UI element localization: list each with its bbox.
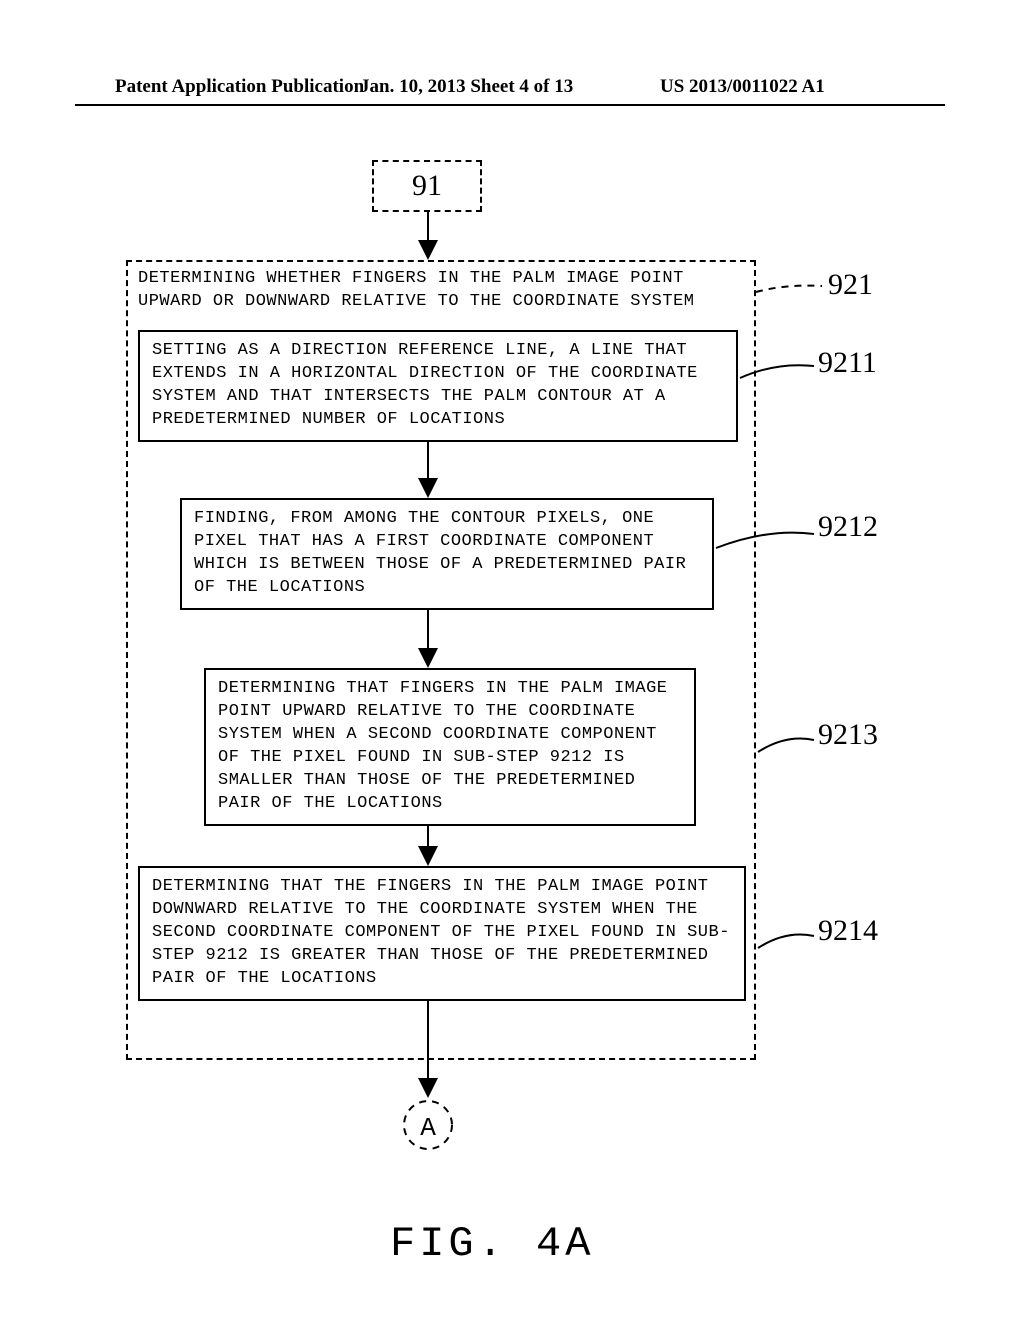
ref-9212: 9212: [818, 510, 878, 544]
node-9212: FINDING, FROM AMONG THE CONTOUR PIXELS, …: [180, 498, 714, 610]
node-91: 91: [372, 160, 482, 212]
header-center: Jan. 10, 2013 Sheet 4 of 13: [360, 76, 573, 98]
ref-9214: 9214: [818, 914, 878, 948]
node-9213: DETERMINING THAT FINGERS IN THE PALM IMA…: [204, 668, 696, 826]
node-9214: DETERMINING THAT THE FINGERS IN THE PALM…: [138, 866, 746, 1001]
node-9211: SETTING AS A DIRECTION REFERENCE LINE, A…: [138, 330, 738, 442]
flowchart: A 91 DETERMINING WHETHER FINGERS IN THE …: [98, 160, 928, 1190]
ref-9213: 9213: [818, 718, 878, 752]
ref-921: 921: [828, 268, 873, 302]
title-921: DETERMINING WHETHER FINGERS IN THE PALM …: [138, 268, 740, 314]
ref-9211: 9211: [818, 346, 877, 380]
header-rule: [75, 104, 945, 106]
header-right: US 2013/0011022 A1: [660, 76, 825, 98]
figure-label: FIG. 4A: [390, 1220, 594, 1268]
page: Patent Application Publication Jan. 10, …: [0, 0, 1024, 1320]
header-left: Patent Application Publication: [115, 76, 364, 98]
connector-a-label: A: [420, 1113, 436, 1143]
